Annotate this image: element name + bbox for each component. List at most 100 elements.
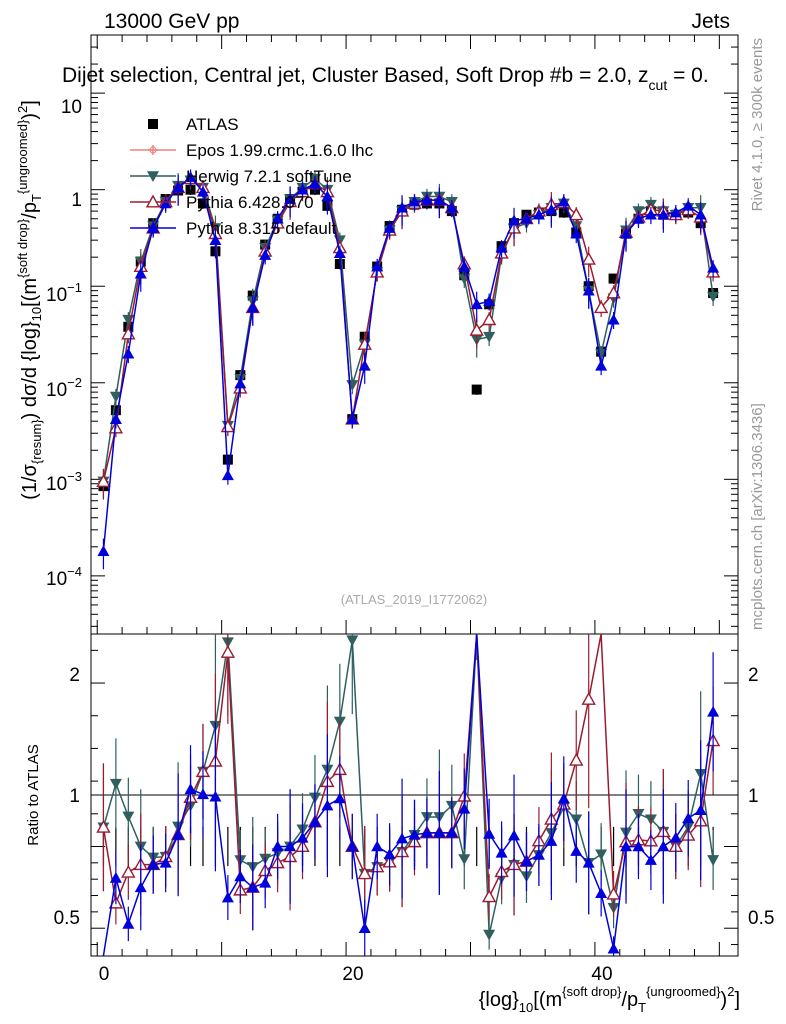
point-pythia-8-315-default-38 — [570, 227, 583, 239]
ratio-point-pythia-6-428-370-0 — [96, 819, 111, 833]
header-left: 13000 GeV pp — [104, 10, 239, 33]
ratio-point-pythia-8-315-default-16 — [296, 831, 309, 843]
ratio-point-herwig-7-2-1-softtune-31 — [483, 929, 496, 941]
point-pythia-8-315-default-37 — [557, 195, 570, 207]
ratio-point-herwig-7-2-1-softtune-20 — [346, 635, 359, 647]
point-pythia-8-315-default-36 — [545, 203, 558, 215]
ratio-point-pythia-8-315-default-39 — [582, 856, 595, 868]
ratio-point-pythia-8-315-default-42 — [620, 840, 633, 852]
legend-marker-0 — [148, 119, 158, 129]
legend: ATLAS Epos 1.99.crmc.1.6.0 lhc Herwig 7.… — [130, 115, 374, 238]
legend-label-pythia6: Pythia 6.428.370 — [186, 193, 314, 212]
axis-ticks — [91, 34, 738, 956]
point-herwig-7-2-1-softtune-49 — [707, 291, 720, 303]
ratio-point-pythia-8-315-default-9 — [209, 790, 222, 802]
point-pythia-8-315-default-19 — [333, 247, 346, 258]
point-pythia-8-315-default-10 — [221, 469, 234, 481]
point-pythia-8-315-default-49 — [707, 261, 720, 273]
point-atlas-19 — [334, 258, 345, 269]
ytick-label-1e-2: 10−2 — [46, 375, 82, 401]
point-pythia-8-315-default-12 — [246, 301, 259, 313]
point-pythia-8-315-default-21 — [358, 359, 371, 371]
ytick-label-1e-4: 10−4 — [46, 564, 82, 590]
point-atlas-8 — [197, 198, 208, 209]
ratio-point-herwig-7-2-1-softtune-2 — [122, 811, 135, 823]
point-pythia-8-315-default-27 — [433, 194, 446, 205]
ratio-point-pythia-8-315-default-3 — [134, 881, 147, 893]
header-right: Jets — [691, 10, 730, 33]
point-pythia-8-315-default-43 — [632, 212, 645, 224]
ratio-point-pythia-8-315-default-23 — [383, 848, 396, 860]
ratio-point-pythia-8-315-default-46 — [669, 831, 682, 843]
point-pythia-8-315-default-28 — [445, 201, 458, 213]
ratio-point-pythia-8-315-default-13 — [259, 876, 272, 888]
point-pythia-6-428-370-31 — [481, 312, 497, 326]
point-pythia-8-315-default-30 — [470, 298, 483, 310]
legend-label-herwig: Herwig 7.2.1 softTune — [186, 167, 352, 186]
ratio-point-pythia-8-315-default-12 — [246, 881, 259, 893]
ratio-point-pythia-8-315-default-14 — [271, 840, 284, 852]
ratio-point-pythia-8-315-default-11 — [234, 870, 247, 882]
point-pythia-8-315-default-34 — [520, 212, 533, 224]
ratio-point-pythia-8-315-default-27 — [433, 826, 446, 838]
subtitle-end: = 0. — [667, 64, 708, 87]
ratio-point-pythia-8-315-default-8 — [196, 788, 209, 800]
point-atlas-41 — [608, 273, 619, 284]
series-pythia-8-315-default — [97, 169, 720, 570]
ratio-point-pythia-8-315-default-18 — [321, 799, 334, 811]
axis-tick-labels: 0 20 40 10 1 10−1 10−2 10−3 10−4 2 1 0.5… — [46, 97, 774, 985]
ratio-point-herwig-7-2-1-softtune-1 — [109, 778, 122, 790]
point-pythia-8-315-default-14 — [271, 212, 284, 224]
ratio-point-pythia-8-315-default-49 — [707, 705, 720, 717]
ratio-point-pythia-6-428-370-2 — [121, 864, 136, 878]
ratio-point-pythia-8-315-default-25 — [408, 828, 421, 840]
point-pythia-8-315-default-7 — [184, 171, 197, 182]
ylabel-top: (1/σ{resum}) dσ/d {log}10[(m{soft drop}/… — [15, 100, 44, 500]
ratio-point-herwig-7-2-1-softtune-29 — [458, 854, 471, 866]
ratio-point-pythia-8-315-default-2 — [122, 917, 135, 929]
point-pythia-8-315-default-44 — [644, 208, 657, 220]
point-pythia-8-315-default-11 — [234, 377, 247, 389]
legend-label-epos: Epos 1.99.crmc.1.6.0 lhc — [186, 141, 374, 160]
point-atlas-10 — [222, 454, 233, 465]
ratio-point-pythia-6-428-370-41 — [606, 886, 621, 900]
ratio-point-pythia-8-315-default-47 — [682, 812, 695, 824]
ratio-point-pythia-8-315-default-41 — [607, 942, 620, 954]
ratio-point-pythia-8-315-default-40 — [595, 887, 608, 898]
point-pythia-8-315-default-33 — [508, 214, 521, 226]
ratio-tick-label-2-right: 2 — [748, 665, 759, 686]
ylabel-bottom: Ratio to ATLAS — [25, 744, 42, 845]
ytick-label-10: 10 — [61, 97, 82, 118]
ratio-point-pythia-6-428-370-21 — [357, 866, 372, 880]
ratio-point-pythia-8-315-default-7 — [184, 783, 197, 795]
xlabel: {log}10[(m{soft drop}/pT{ungroomed})2] — [479, 984, 740, 1015]
ratio-tick-label-2-left: 2 — [69, 665, 80, 686]
line-pythia-8-315-default — [102, 176, 714, 552]
watermark: (ATLAS_2019_I1772062) — [341, 592, 487, 607]
ratio-point-pythia-8-315-default-38 — [570, 845, 583, 856]
point-pythia-8-315-default-42 — [620, 227, 633, 239]
ratio-point-pythia-8-315-default-26 — [420, 826, 433, 838]
ratio-line-pythia-6-428-370 — [102, 633, 714, 906]
ratio-point-pythia-8-315-default-15 — [284, 840, 297, 852]
point-pythia-8-315-default-40 — [595, 359, 608, 371]
point-pythia-8-315-default-0 — [97, 545, 110, 557]
legend-label-atlas: ATLAS — [186, 115, 239, 134]
ratio-point-pythia-8-315-default-36 — [545, 835, 558, 846]
ratio-tick-label-05-right: 0.5 — [748, 908, 774, 929]
point-herwig-7-2-1-softtune-31 — [483, 331, 496, 343]
ratio-point-pythia-8-315-default-43 — [632, 840, 645, 852]
ratio-tick-label-1-left: 1 — [69, 786, 80, 807]
ratio-point-herwig-7-2-1-softtune-40 — [595, 849, 608, 861]
ratio-point-pythia-6-428-370-39 — [581, 691, 596, 705]
point-atlas-30 — [471, 384, 482, 395]
legend-label-pythia8: Pythia 8.315 default — [186, 219, 337, 238]
ratio-point-herwig-7-2-1-softtune-49 — [707, 855, 720, 866]
ratio-point-pythia-8-315-default-45 — [657, 840, 670, 852]
ratio-tick-label-05-left: 0.5 — [54, 908, 80, 929]
point-pythia-8-315-default-22 — [371, 260, 384, 272]
point-pythia-8-315-default-1 — [109, 413, 122, 424]
ratio-point-pythia-8-315-default-17 — [308, 815, 321, 827]
main-series-group — [96, 169, 721, 570]
